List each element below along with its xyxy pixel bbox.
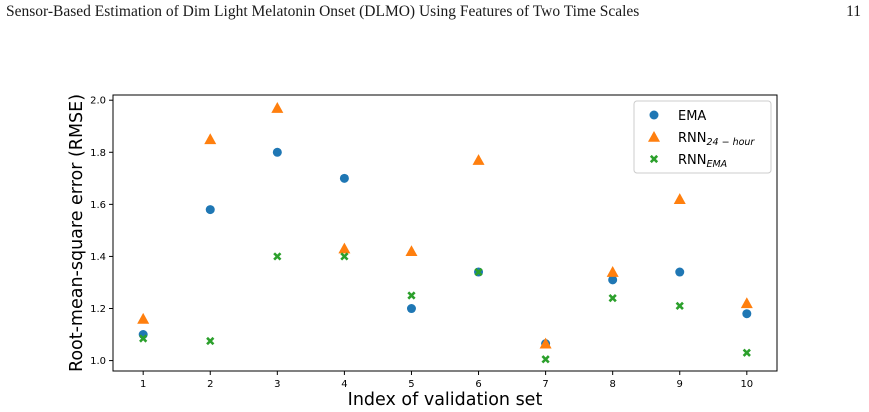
plot-area-frame (112, 94, 778, 372)
data-point (740, 297, 753, 309)
y-tick-label: 1.4 (90, 252, 106, 263)
x-tick-label: 7 (542, 379, 548, 390)
data-point (406, 304, 416, 314)
data-point (405, 245, 418, 257)
x-axis: 1 2 3 4 5 6 7 8 9 10 (140, 371, 753, 390)
data-point (340, 252, 349, 261)
data-point (273, 252, 282, 261)
x-tick-label: 3 (274, 379, 280, 390)
x-tick-label: 5 (408, 379, 414, 390)
data-point (539, 337, 552, 349)
y-tick-label: 1.2 (90, 304, 106, 315)
y-axis: 1.0 1.2 1.4 1.6 1.8 2.0 (90, 96, 113, 367)
x-tick-label: 8 (609, 379, 615, 390)
data-point (608, 293, 617, 303)
page-number: 11 (846, 3, 861, 20)
series-3 (139, 252, 751, 364)
data-point (137, 312, 150, 324)
data-point (474, 267, 483, 277)
data-point (472, 154, 485, 165)
legend-marker (649, 110, 659, 120)
x-tick-label: 6 (475, 379, 481, 390)
y-axis-label: Root-mean-square error (RMSE) (67, 94, 87, 372)
data-point (139, 334, 148, 343)
data-point (204, 133, 217, 145)
data-point (339, 173, 349, 183)
data-point (205, 205, 215, 215)
x-tick-label: 2 (207, 379, 213, 390)
legend-box (633, 100, 772, 174)
data-point (272, 147, 282, 157)
y-tick-label: 1.8 (90, 148, 106, 159)
data-point (673, 193, 686, 204)
legend-marker (649, 154, 659, 164)
x-tick-label: 1 (140, 379, 146, 390)
legend-label: EMA (678, 109, 706, 124)
running-head: Sensor-Based Estimation of Dim Light Mel… (6, 3, 640, 20)
data-point (675, 267, 685, 277)
x-tick-label: 9 (677, 379, 683, 390)
y-tick-label: 1.6 (90, 200, 106, 211)
data-point (608, 275, 618, 285)
data-point (606, 266, 619, 277)
y-tick-label: 1.0 (90, 356, 106, 367)
x-tick-label: 4 (341, 379, 347, 390)
data-point (742, 309, 752, 319)
data-marks (137, 102, 753, 364)
x-tick-label: 10 (740, 379, 753, 390)
series-1 (138, 147, 752, 349)
x-axis-label: Index of validation set (348, 390, 543, 410)
data-point (742, 348, 751, 357)
data-point (541, 355, 550, 364)
data-point (271, 102, 284, 113)
data-point (338, 242, 351, 254)
data-point (206, 336, 215, 346)
data-point (407, 291, 416, 300)
legend-marker (648, 131, 660, 142)
y-tick-label: 2.0 (90, 96, 106, 107)
series-2 (137, 102, 753, 349)
data-point (675, 301, 684, 311)
